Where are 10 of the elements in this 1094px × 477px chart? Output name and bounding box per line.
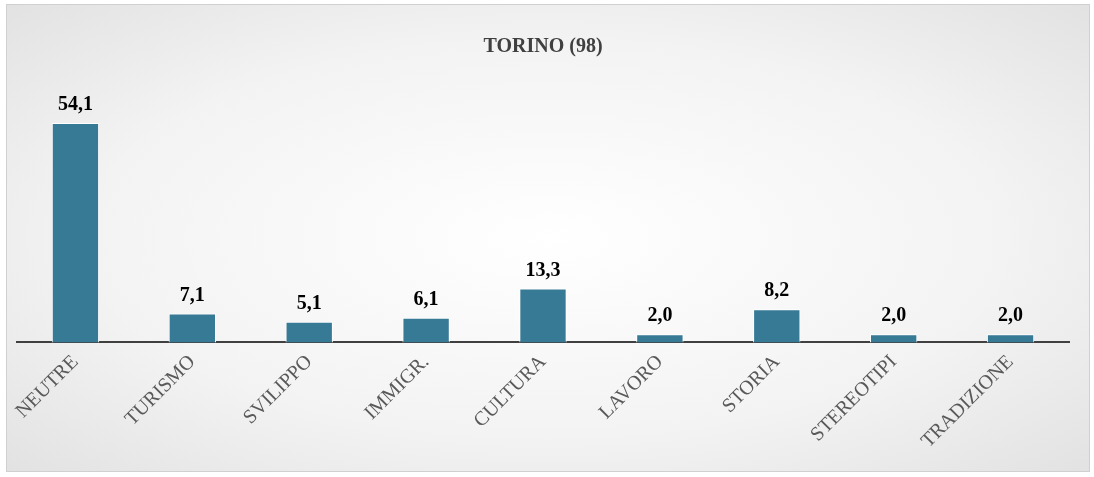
- data-label: 8,2: [764, 278, 790, 301]
- chart-title: TORINO (98): [483, 34, 603, 58]
- data-label: 2,0: [998, 303, 1024, 326]
- data-label: 2,0: [647, 303, 673, 326]
- data-label: 2,0: [881, 303, 907, 326]
- data-label: 7,1: [179, 282, 205, 305]
- data-label: 54,1: [57, 92, 93, 115]
- data-label: 5,1: [296, 290, 322, 313]
- data-label: 6,1: [413, 286, 439, 309]
- data-label: 13,3: [525, 257, 561, 280]
